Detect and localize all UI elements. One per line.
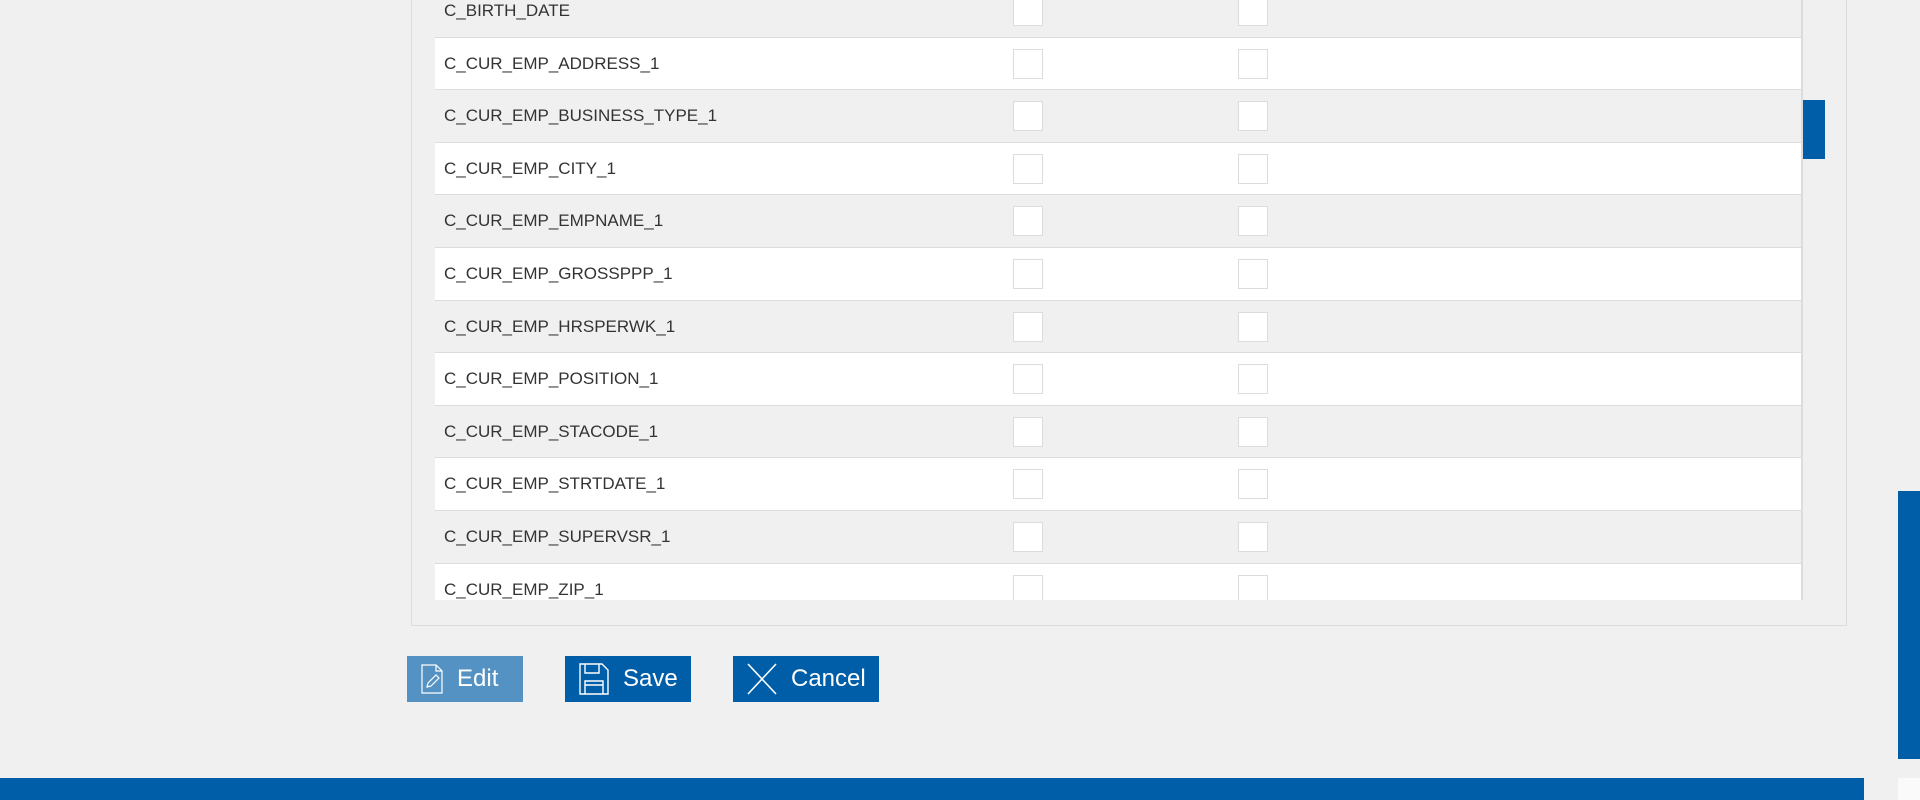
cancel-button[interactable]: Cancel [733, 656, 879, 702]
table-row: C_CUR_EMP_HRSPERWK_1 [435, 300, 1801, 354]
field-checkbox-2[interactable] [1238, 469, 1268, 500]
field-name: C_CUR_EMP_HRSPERWK_1 [444, 316, 676, 336]
fields-table: C_BIRTH_DATE C_CUR_EMP_ADDRESS_1 C_CUR_E… [435, 0, 1803, 600]
table-row: C_BIRTH_DATE [435, 0, 1801, 38]
page-scrollbar-thumb[interactable] [1898, 491, 1920, 759]
field-name: C_CUR_EMP_EMPNAME_1 [444, 211, 664, 231]
field-checkbox-1[interactable] [1013, 574, 1043, 600]
field-checkbox-1[interactable] [1013, 206, 1043, 237]
field-checkbox-2[interactable] [1238, 0, 1268, 26]
save-icon [579, 663, 609, 695]
field-checkbox-1[interactable] [1013, 311, 1043, 342]
field-checkbox-1[interactable] [1013, 153, 1043, 184]
table-row: C_CUR_EMP_ZIP_1 [435, 563, 1801, 600]
field-checkbox-2[interactable] [1238, 521, 1268, 552]
field-name: C_CUR_EMP_SUPERVSR_1 [444, 526, 671, 546]
table-row: C_CUR_EMP_POSITION_1 [435, 353, 1801, 406]
table-row: C_CUR_EMP_STACODE_1 [435, 405, 1801, 459]
field-name: C_CUR_EMP_STACODE_1 [444, 421, 659, 441]
field-checkbox-2[interactable] [1238, 101, 1268, 132]
field-name: C_CUR_EMP_CITY_1 [444, 158, 616, 178]
edit-label: Edit [457, 665, 499, 692]
field-name: C_CUR_EMP_BUSINESS_TYPE_1 [444, 106, 718, 126]
field-name: C_CUR_EMP_STRTDATE_1 [444, 474, 666, 494]
table-scrollbar-thumb[interactable] [1803, 100, 1825, 159]
field-checkbox-2[interactable] [1238, 416, 1268, 447]
field-checkbox-2[interactable] [1238, 574, 1268, 600]
table-row: C_CUR_EMP_BUSINESS_TYPE_1 [435, 90, 1801, 143]
field-checkbox-2[interactable] [1238, 153, 1268, 184]
cancel-label: Cancel [791, 665, 866, 692]
field-name: C_CUR_EMP_ADDRESS_1 [444, 53, 660, 73]
field-checkbox-2[interactable] [1238, 258, 1268, 289]
field-checkbox-2[interactable] [1238, 364, 1268, 395]
field-checkbox-1[interactable] [1013, 469, 1043, 500]
fields-panel [411, 0, 1847, 626]
field-checkbox-1[interactable] [1013, 521, 1043, 552]
edit-icon [421, 664, 443, 694]
save-button[interactable]: Save [565, 656, 691, 702]
field-checkbox-1[interactable] [1013, 364, 1043, 395]
field-name: C_CUR_EMP_ZIP_1 [444, 579, 604, 599]
field-name: C_CUR_EMP_GROSSPPP_1 [444, 263, 673, 283]
cancel-icon [747, 663, 777, 695]
footer-bar [0, 778, 1864, 800]
table-row: C_CUR_EMP_GROSSPPP_1 [435, 247, 1801, 301]
field-checkbox-2[interactable] [1238, 48, 1268, 79]
field-checkbox-2[interactable] [1238, 311, 1268, 342]
field-checkbox-1[interactable] [1013, 48, 1043, 79]
field-checkbox-1[interactable] [1013, 258, 1043, 289]
edit-button[interactable]: Edit [407, 656, 523, 702]
scrollbar-corner [1898, 778, 1920, 800]
table-row: C_CUR_EMP_ADDRESS_1 [435, 37, 1801, 91]
table-row: C_CUR_EMP_CITY_1 [435, 142, 1801, 196]
table-row: C_CUR_EMP_STRTDATE_1 [435, 458, 1801, 511]
field-checkbox-1[interactable] [1013, 416, 1043, 447]
table-row: C_CUR_EMP_EMPNAME_1 [435, 195, 1801, 248]
field-name: C_CUR_EMP_POSITION_1 [444, 369, 659, 389]
field-checkbox-1[interactable] [1013, 101, 1043, 132]
field-checkbox-2[interactable] [1238, 206, 1268, 237]
field-name: C_BIRTH_DATE [444, 1, 570, 20]
save-label: Save [623, 665, 678, 692]
table-row: C_CUR_EMP_SUPERVSR_1 [435, 510, 1801, 564]
field-checkbox-1[interactable] [1013, 0, 1043, 26]
